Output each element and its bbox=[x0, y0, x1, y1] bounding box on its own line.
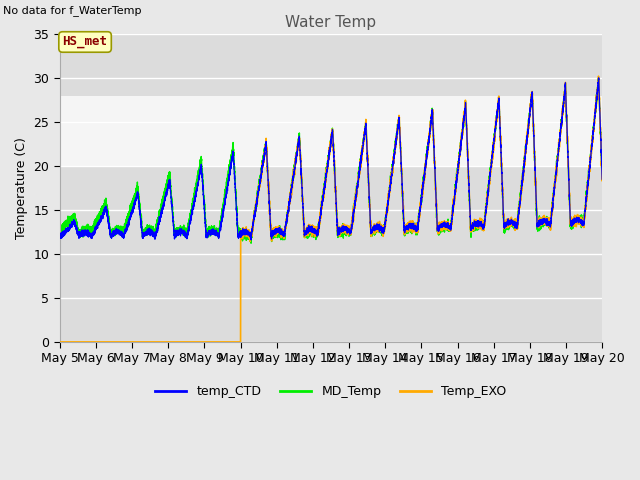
Bar bbox=[60, 254, 602, 342]
Y-axis label: Temperature (C): Temperature (C) bbox=[15, 137, 28, 239]
Text: No data for f_WaterTemp: No data for f_WaterTemp bbox=[3, 5, 141, 16]
Bar bbox=[60, 34, 602, 96]
Text: HS_met: HS_met bbox=[63, 36, 108, 48]
Legend: temp_CTD, MD_Temp, Temp_EXO: temp_CTD, MD_Temp, Temp_EXO bbox=[150, 381, 512, 404]
Title: Water Temp: Water Temp bbox=[285, 15, 376, 30]
Bar bbox=[60, 166, 602, 254]
Bar bbox=[60, 96, 602, 166]
